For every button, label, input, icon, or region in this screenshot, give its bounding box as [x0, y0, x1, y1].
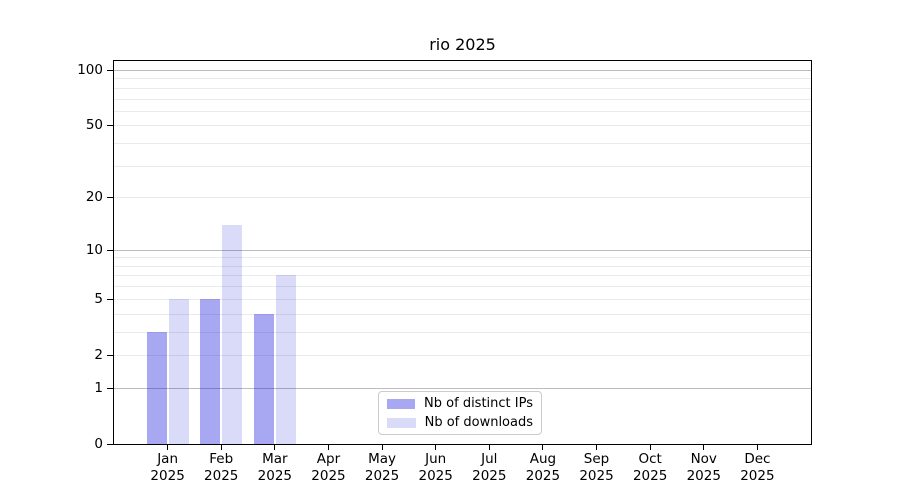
x-tick-label-feb: Feb 2025 — [204, 451, 239, 484]
y-tick-50 — [107, 125, 114, 127]
legend-swatch-distinct-ips-icon — [387, 398, 416, 409]
x-tick-nov — [703, 445, 705, 450]
x-tick-label-may: May 2025 — [364, 451, 400, 484]
x-tick-apr — [327, 445, 329, 450]
x-tick-label-sep: Sep 2025 — [579, 451, 614, 484]
x-tick-may — [381, 445, 383, 450]
x-tick-label-aug: Aug 2025 — [525, 451, 561, 484]
x-tick-label-mar: Mar 2025 — [257, 451, 293, 484]
x-tick-sep — [596, 445, 598, 450]
major-gridline-100 — [114, 70, 811, 71]
y-tick-label-0: 0 — [94, 436, 103, 452]
minor-gridline-4 — [114, 313, 811, 315]
minor-gridline-20 — [114, 197, 811, 199]
bar-downloads-jan — [168, 298, 189, 444]
y-tick-label-5: 5 — [94, 290, 103, 307]
legend-swatch-downloads-icon — [387, 417, 416, 428]
bar-distinct-ips-feb — [200, 298, 221, 444]
legend-row-downloads: Nb of downloads — [387, 415, 533, 430]
y-tick-label-2: 2 — [94, 346, 103, 363]
minor-gridline-9 — [114, 257, 811, 259]
minor-gridline-60 — [114, 110, 811, 112]
minor-gridline-50 — [114, 125, 811, 127]
major-gridline-10 — [114, 249, 811, 251]
y-tick-label-20: 20 — [85, 189, 103, 206]
y-tick-10 — [107, 249, 114, 251]
bar-downloads-feb — [222, 224, 243, 444]
minor-gridline-40 — [114, 143, 811, 145]
x-tick-dec — [756, 445, 758, 450]
legend: Nb of distinct IPs Nb of downloads — [378, 391, 542, 435]
minor-gridline-3 — [114, 331, 811, 333]
minor-gridline-2 — [114, 354, 811, 356]
legend-row-distinct-ips: Nb of distinct IPs — [387, 396, 533, 411]
x-tick-aug — [542, 445, 544, 450]
x-tick-oct — [649, 445, 651, 450]
x-tick-label-jul: Jul 2025 — [472, 451, 507, 484]
legend-label-downloads: Nb of downloads — [424, 415, 533, 430]
x-tick-label-oct: Oct 2025 — [632, 451, 668, 484]
chart-title: rio 2025 — [429, 35, 496, 54]
y-tick-1 — [107, 387, 114, 389]
y-tick-2 — [107, 354, 114, 356]
x-tick-label-jun: Jun 2025 — [418, 451, 453, 484]
x-tick-jul — [488, 445, 490, 450]
x-tick-jan — [167, 445, 169, 450]
y-tick-label-100: 100 — [77, 62, 103, 78]
x-tick-label-dec: Dec 2025 — [740, 451, 775, 484]
minor-gridline-8 — [114, 265, 811, 267]
x-tick-mar — [274, 445, 276, 450]
y-tick-label-10: 10 — [85, 241, 103, 258]
y-tick-label-50: 50 — [85, 117, 103, 134]
minor-gridline-7 — [114, 275, 811, 277]
minor-gridline-90 — [114, 78, 811, 80]
y-tick-0 — [107, 444, 114, 445]
x-tick-label-jan: Jan 2025 — [150, 451, 185, 484]
y-tick-5 — [107, 298, 114, 300]
y-tick-label-1: 1 — [94, 379, 103, 396]
x-tick-jun — [435, 445, 437, 450]
minor-gridline-30 — [114, 165, 811, 167]
x-tick-label-nov: Nov 2025 — [686, 451, 721, 484]
legend-label-distinct-ips: Nb of distinct IPs — [424, 396, 533, 411]
bar-downloads-mar — [275, 275, 296, 444]
minor-gridline-70 — [114, 98, 811, 100]
minor-gridline-80 — [114, 87, 811, 89]
x-tick-feb — [220, 445, 222, 450]
minor-gridline-5 — [114, 298, 811, 300]
plot-area — [113, 60, 812, 445]
x-tick-label-apr: Apr 2025 — [311, 451, 346, 484]
major-gridline-1 — [114, 387, 811, 389]
y-tick-100 — [107, 70, 114, 71]
bar-distinct-ips-mar — [253, 313, 274, 444]
bar-distinct-ips-jan — [146, 331, 167, 444]
minor-gridline-6 — [114, 286, 811, 288]
y-tick-20 — [107, 197, 114, 199]
